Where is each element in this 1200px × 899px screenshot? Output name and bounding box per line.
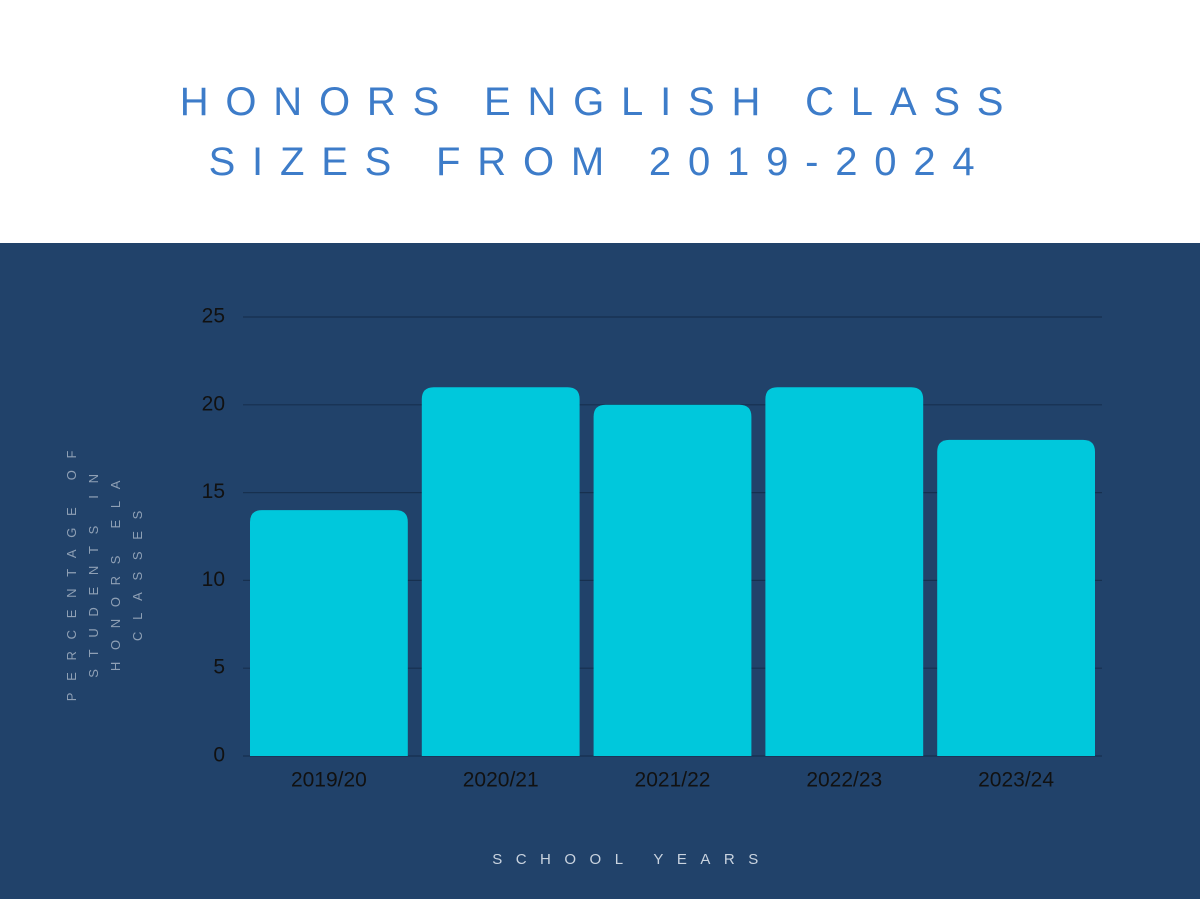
y-tick-label: 25 [202,305,225,328]
y-tick-label: 0 [213,744,225,767]
bar [421,387,580,756]
x-tick-label: 2021/22 [635,769,711,792]
y-tick-label: 15 [202,480,225,503]
y-tick-label: 5 [213,656,225,679]
bar [250,510,408,756]
y-tick-label: 10 [202,568,225,591]
bar [937,439,1095,756]
x-tick-label: 2023/24 [978,769,1054,792]
y-tick-label: 20 [202,392,225,415]
x-tick-label: 2020/21 [463,769,539,792]
y-axis-title: PERCENTAGE OF STUDENTS IN HONORS ELA CLA… [64,438,145,702]
x-axis-title: SCHOOL YEARS [492,851,772,868]
x-tick-label: 2019/20 [291,769,367,792]
bar [765,387,924,756]
bar [593,404,752,756]
x-tick-label: 2022/23 [806,769,882,792]
chart-title: HONORS ENGLISH CLASS SIZES FROM 2019-202… [179,80,1021,184]
